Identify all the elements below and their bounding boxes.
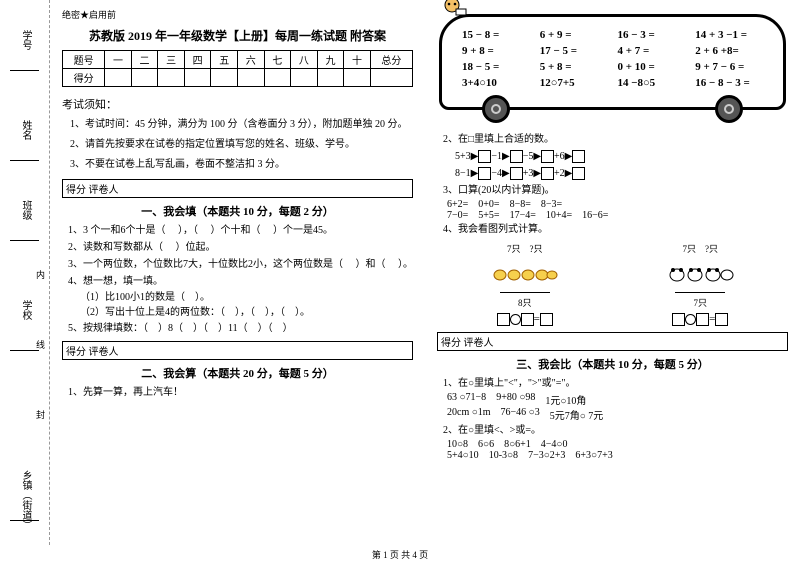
margin-label: 班级 xyxy=(18,200,33,220)
q1-3: 3、一个两位数，个位数比7大，十位数比2小，这个两位数是（ ）和（ ）。 xyxy=(68,257,413,272)
q2-2: 2、在□里填上合适的数。 xyxy=(443,132,788,147)
section3-title: 三、我会比（本题共 10 分，每题 5 分） xyxy=(437,356,788,372)
compare-row: 5+4○1010-3○87−3○2+36+3○7+3 xyxy=(447,450,788,461)
q1-5: 5、按规律填数：（ ）8（ ）（ ）11（ ）（ ） xyxy=(68,321,413,336)
car-cell: 9 + 7 − 6 = xyxy=(695,61,763,73)
scorer-box: 得分 评卷人 xyxy=(437,332,788,351)
car-cell: 6 + 9 = xyxy=(540,29,608,41)
margin-label: 学号 xyxy=(18,30,33,50)
q3-1: 1、在○里填上"<"，">"或"="。 xyxy=(443,376,788,391)
q1-4: 4、想一想，填一填。 xyxy=(68,274,413,289)
compare-row: 63 ○71−89+80 ○981元○10角 xyxy=(447,392,788,407)
car-cell: 14 −8○5 xyxy=(618,77,686,89)
pandas-icon xyxy=(613,255,789,283)
seq2: 8−1▶−4▶+3▶+2▶ xyxy=(455,166,788,181)
car-cell: 18 − 5 = xyxy=(462,61,530,73)
car-cell: 2 + 6 +8= xyxy=(695,45,763,57)
driver-icon xyxy=(438,0,472,25)
exam-title: 苏教版 2019 年一年级数学【上册】每周一练试题 附答案 xyxy=(62,27,413,44)
q2-3: 3、口算(20以内计算题)。 xyxy=(443,183,788,198)
q1-4a: （1）比100小1的数是（ ）。 xyxy=(80,290,413,305)
scorer-box: 得分 评卷人 xyxy=(62,341,413,360)
seq1: 5+3▶−1▶−5▶+6▶ xyxy=(455,149,788,164)
section2-title: 二、我会算（本题共 20 分，每题 5 分） xyxy=(62,365,413,381)
car-cell: 16 − 8 − 3 = xyxy=(695,77,763,89)
compare-row: 10○86○68○6+14−4○0 xyxy=(447,439,788,450)
car-cell: 3+4○10 xyxy=(462,77,530,89)
car-cell: 14 + 3 −1 = xyxy=(695,29,763,41)
right-column: 15 − 8 = 6 + 9 = 16 − 3 = 14 + 3 −1 = 9 … xyxy=(437,8,788,545)
scorer-box: 得分 评卷人 xyxy=(62,179,413,198)
page-footer: 第 1 页 共 4 页 xyxy=(0,548,800,561)
car-cell: 12○7+5 xyxy=(540,77,608,89)
confidential-label: 绝密★启用前 xyxy=(62,8,413,21)
calc-row: 7−0=5+5=17−4=10+4=16−6= xyxy=(447,210,788,221)
compare-row: 20cm ○1m76−46 ○35元7角○ 7元 xyxy=(447,407,788,422)
notice-item: 3、不要在试卷上乱写乱画，卷面不整洁扣 3 分。 xyxy=(70,157,413,173)
wheel-icon xyxy=(482,95,510,123)
car-figure: 15 − 8 = 6 + 9 = 16 − 3 = 14 + 3 −1 = 9 … xyxy=(439,14,786,110)
car-cell: 4 + 7 = xyxy=(618,45,686,57)
q3-2: 2、在○里填<、>或=。 xyxy=(443,423,788,438)
car-cell: 16 − 3 = xyxy=(618,29,686,41)
car-cell: 15 − 8 = xyxy=(462,29,530,41)
notice-item: 2、请首先按要求在试卷的指定位置填写您的姓名、班级、学号。 xyxy=(70,137,413,153)
q2-1: 1、先算一算，再上汽车！ xyxy=(68,385,413,400)
binding-margin: 学号 姓名 班级 学校 乡镇（街道） 内 线 封 xyxy=(0,0,50,545)
q1-2: 2、读数和写数都从（ ）位起。 xyxy=(68,240,413,255)
car-cell: 9 + 8 = xyxy=(462,45,530,57)
chicks-icon xyxy=(437,255,613,283)
margin-label: 学校 xyxy=(18,300,33,320)
car-cell: 5 + 8 = xyxy=(540,61,608,73)
car-cell: 17 − 5 = xyxy=(540,45,608,57)
q1-1: 1、3 个一和6个十是（ ），（ ）个十和（ ）个一是45。 xyxy=(68,223,413,238)
notice-title: 考试须知： xyxy=(62,96,413,112)
calc-row: 6+2=0+0=8−8=8−3= xyxy=(447,199,788,210)
margin-label: 姓名 xyxy=(18,120,33,140)
left-column: 绝密★启用前 苏教版 2019 年一年级数学【上册】每周一练试题 附答案 题号 … xyxy=(62,8,413,545)
score-table: 题号 一 二 三 四 五 六 七 八 九 十 总分 得分 xyxy=(62,50,413,87)
chick-figure: 7只 ?只 8只 = 7只 ?只 7只 = xyxy=(437,242,788,326)
notice-item: 1、考试时间：45 分钟，满分为 100 分（含卷面分 3 分），附加题单独 2… xyxy=(70,117,413,133)
car-cell: 0 + 10 = xyxy=(618,61,686,73)
section1-title: 一、我会填（本题共 10 分，每题 2 分） xyxy=(62,203,413,219)
q1-4b: （2）写出十位上是4的两位数：（ ），（ ），（ ）。 xyxy=(80,305,413,320)
q2-4: 4、我会看图列式计算。 xyxy=(443,222,788,237)
wheel-icon xyxy=(715,95,743,123)
margin-label: 乡镇（街道） xyxy=(18,470,33,530)
